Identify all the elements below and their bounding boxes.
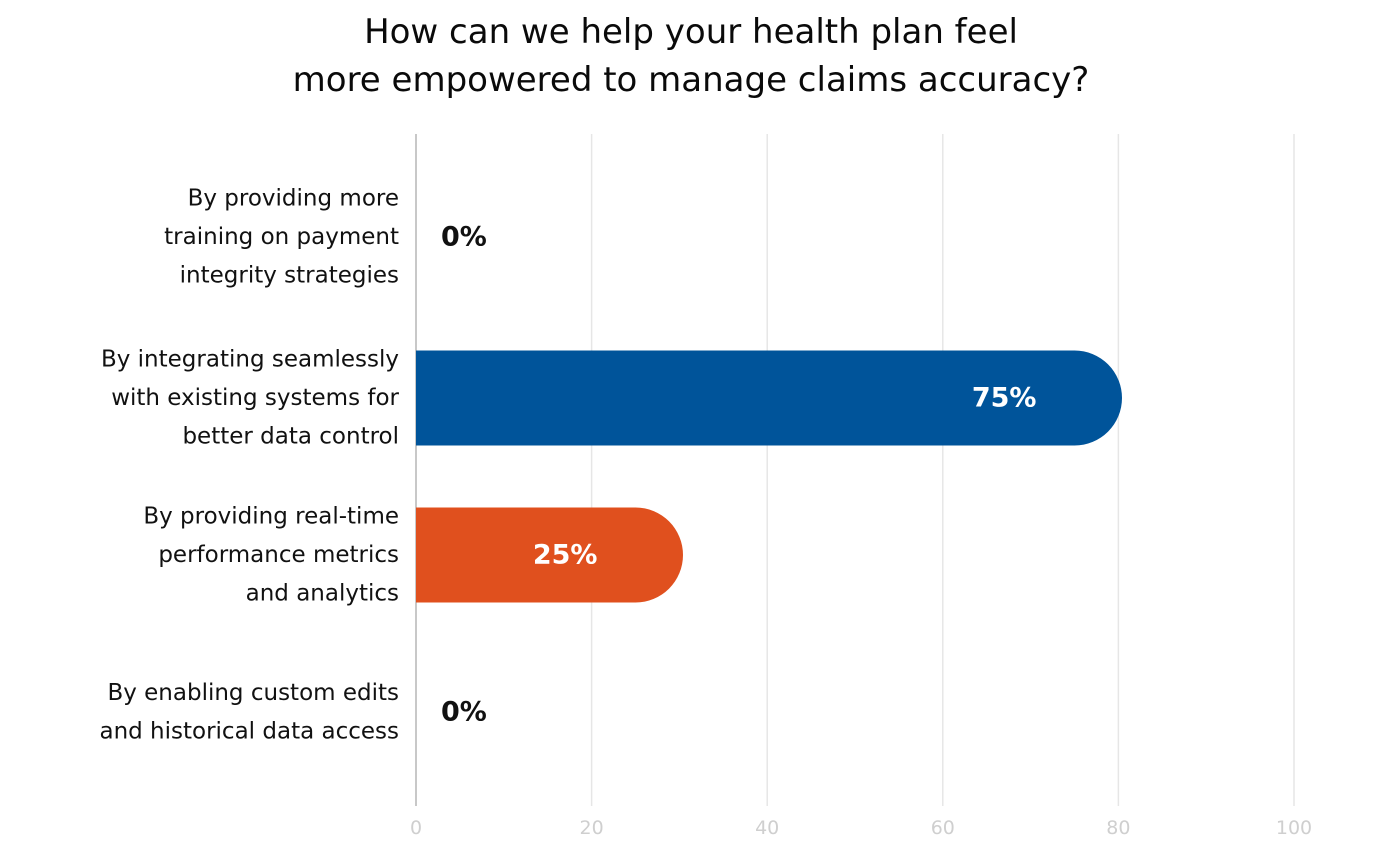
category-label-line: training on payment (164, 224, 399, 250)
category-label-line: and historical data access (99, 718, 399, 744)
x-tick-label: 100 (1276, 817, 1312, 839)
bar (416, 507, 684, 603)
x-tick-label: 0 (410, 817, 422, 839)
bar (416, 350, 1122, 446)
category-label-line: and analytics (246, 581, 399, 607)
category-label-line: By integrating seamlessly (101, 347, 399, 373)
value-label: 25% (533, 540, 598, 571)
category-label-line: better data control (182, 424, 399, 450)
category-label: By providing more training on payment inte… (164, 186, 399, 289)
value-label: 0% (441, 697, 487, 728)
chart-title-line-2: more empowered to manage claims accuracy… (292, 60, 1090, 100)
value-label: 75% (972, 383, 1037, 414)
value-label: 0% (441, 222, 487, 253)
category-label: By integrating seamlessly with existing s… (101, 347, 400, 450)
category-label-line: integrity strategies (180, 263, 399, 289)
x-tick-label: 40 (755, 817, 779, 839)
category-label-line: By providing more (188, 186, 399, 212)
x-tick-label: 60 (931, 817, 955, 839)
category-label: By enabling custom edits and historical d… (99, 680, 399, 745)
chart-title-line-1: How can we help your health plan feel (364, 12, 1018, 52)
category-label-line: By enabling custom edits (107, 680, 399, 706)
category-label: By providing real-time performance metric… (143, 504, 399, 607)
chart-title: How can we help your health plan feel mo… (0, 8, 1382, 104)
category-label-line: with existing systems for (111, 385, 399, 411)
x-tick-label: 80 (1106, 817, 1130, 839)
x-tick-label: 20 (580, 817, 604, 839)
category-label-line: By providing real-time (143, 504, 399, 530)
category-label-line: performance metrics (158, 542, 399, 568)
